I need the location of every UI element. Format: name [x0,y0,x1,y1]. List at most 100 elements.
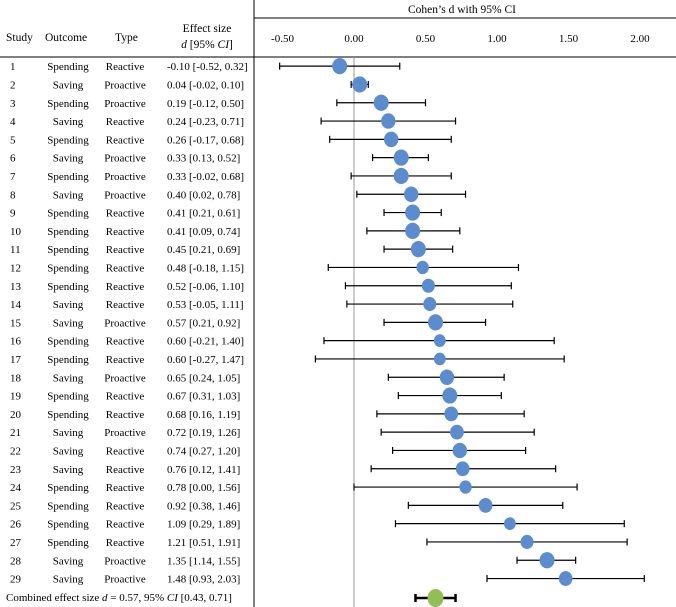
effect-marker [520,534,534,549]
study-effect-label: 0.78 [0.00, 1.56] [167,482,240,494]
study-effect-label: 0.60 [-0.21, 1.40] [167,336,244,348]
effect-marker [558,571,573,586]
study-type: Reactive [106,500,145,512]
column-headers: Study Outcome Type Effect size d [95% CI… [6,4,516,51]
study-row: 20 Spending Reactive 0.68 [0.16, 1.19] [10,406,525,422]
study-effect-label: 0.26 [-0.17, 0.68] [167,134,244,146]
combined-marker [427,589,444,607]
header-d-symbol: d [181,39,187,51]
study-row: 5 Spending Reactive 0.26 [-0.17, 0.68] [10,131,452,148]
study-outcome: Spending [47,61,89,73]
study-number: 27 [10,537,22,549]
study-row: 27 Spending Reactive 1.21 [0.51, 1.91] [10,534,628,549]
study-outcome: Spending [47,244,89,256]
x-tick-label: 1.00 [487,33,507,45]
study-effect-label: 0.33 [-0.02, 0.68] [167,171,244,183]
effect-marker [352,76,368,93]
study-row: 13 Spending Reactive 0.52 [-0.06, 1.10] [10,278,512,293]
study-number: 1 [10,61,16,73]
effect-marker [478,497,493,513]
x-tick-label: 0.00 [344,33,364,45]
effect-marker [423,297,437,312]
study-type: Reactive [106,391,145,403]
study-number: 16 [10,336,22,348]
header-effect-size: Effect size [183,23,232,35]
study-row: 15 Saving Proactive 0.57 [0.21, 0.92] [10,314,487,331]
x-tick-label: 1.50 [559,33,579,45]
study-row: 29 Saving Proactive 1.48 [0.93, 2.03] [10,571,645,586]
header-outcome: Outcome [45,32,87,44]
study-effect-label: 0.04 [-0.02, 0.10] [167,79,244,91]
study-effect-label: 0.72 [0.19, 1.26] [167,427,240,439]
effect-marker [410,241,426,258]
combined-label-mid: = 0.57, 95% [108,592,167,604]
study-row: 16 Spending Reactive 0.60 [-0.21, 1.40] [10,334,555,348]
study-type: Proactive [104,427,146,439]
study-row: 11 Spending Reactive 0.45 [0.21, 0.69] [10,241,454,258]
study-type: Proactive [104,171,146,183]
study-type: Reactive [106,116,145,128]
study-outcome: Saving [53,189,84,201]
effect-marker [503,517,516,530]
study-outcome: Spending [47,336,89,348]
study-type: Reactive [106,134,145,146]
study-outcome: Spending [47,281,89,293]
study-effect-label: -0.10 [-0.52, 0.32] [167,61,248,73]
effect-marker [384,131,399,148]
study-type: Reactive [106,445,145,457]
study-outcome: Spending [47,354,89,366]
study-row: 10 Spending Reactive 0.41 [0.09, 0.74] [10,222,461,239]
effect-marker [373,94,389,111]
study-number: 5 [10,134,16,146]
study-effect-label: 1.48 [0.93, 2.03] [167,574,240,586]
study-row: 8 Saving Proactive 0.40 [0.02, 0.78] [10,186,467,202]
study-type: Reactive [106,409,145,421]
study-outcome: Spending [47,409,89,421]
study-type: Proactive [104,555,146,567]
study-effect-label: 0.68 [0.16, 1.19] [167,409,240,421]
combined-ci-symbol: CI [167,592,179,604]
study-outcome: Spending [47,262,89,274]
effect-marker [416,260,429,275]
study-type: Reactive [106,244,145,256]
study-number: 4 [10,116,16,128]
combined-d-symbol: d [102,592,108,604]
study-row: 21 Saving Proactive 0.72 [0.19, 1.26] [10,424,535,440]
study-number: 18 [10,372,22,384]
study-type: Proactive [104,79,146,91]
study-outcome: Spending [47,537,89,549]
effect-marker [393,149,409,166]
effect-marker [444,406,459,422]
study-number: 19 [10,391,22,403]
study-outcome: Spending [47,208,89,220]
study-outcome: Saving [53,116,84,128]
study-effect-label: 0.40 [0.02, 0.78] [167,189,240,201]
study-outcome: Saving [53,372,84,384]
study-number: 8 [10,189,16,201]
combined-row: Combined effect size d = 0.57, 95% CI [0… [6,589,457,607]
study-effect-label: 0.74 [0.27, 1.20] [167,445,240,457]
effect-marker [332,58,348,75]
study-effect-label: 0.24 [-0.23, 0.71] [167,116,244,128]
effect-marker [439,369,455,385]
study-type: Proactive [104,189,146,201]
study-type: Reactive [106,519,145,531]
effect-marker [393,167,409,185]
study-type: Reactive [106,281,145,293]
study-effect-label: 0.45 [0.21, 0.69] [167,244,240,256]
study-row: 12 Spending Reactive 0.48 [-0.18, 1.15] [10,260,520,275]
study-type: Proactive [104,317,146,329]
header-effect-ci: d [95% CI] [181,39,233,51]
effect-marker [452,442,467,459]
study-number: 14 [10,299,22,311]
study-row: 25 Spending Reactive 0.92 [0.38, 1.46] [10,497,564,513]
study-row: 4 Saving Reactive 0.24 [-0.23, 0.71] [10,113,457,129]
study-effect-label: 0.57 [0.21, 0.92] [167,317,240,329]
combined-label-prefix: Combined effect size [6,592,102,604]
effect-marker [459,480,472,494]
study-type: Reactive [106,464,145,476]
study-effect-label: 0.67 [0.31, 1.03] [167,391,240,403]
study-effect-label: 0.76 [0.12, 1.41] [167,464,240,476]
study-number: 24 [10,482,22,494]
